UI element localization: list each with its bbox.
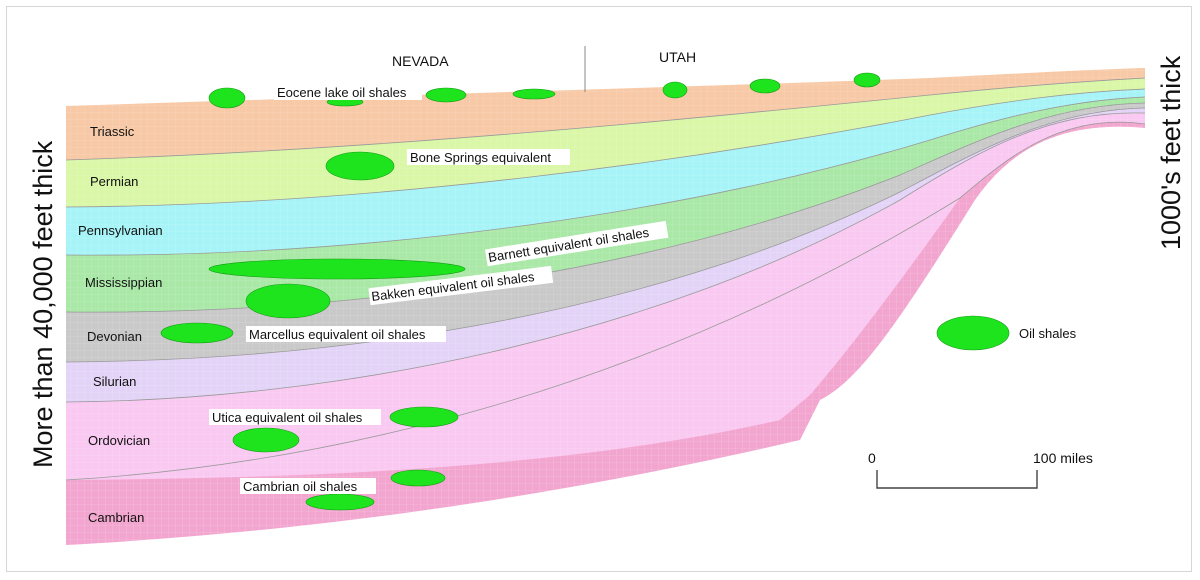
oil-shale-utica-1 bbox=[389, 406, 459, 428]
period-label-ordovician: Ordovician bbox=[88, 433, 150, 448]
period-label-mississippian: Mississippian bbox=[85, 275, 162, 290]
legend-oil-shales-label: Oil shales bbox=[1019, 326, 1077, 341]
oil-shale-cambrian-2 bbox=[305, 493, 375, 511]
shale-label-marcellus: Marcellus equivalent oil shales bbox=[249, 327, 426, 342]
layer-texture bbox=[66, 68, 1145, 545]
period-label-devonian: Devonian bbox=[87, 329, 142, 344]
oil-shale-eocene-1 bbox=[208, 87, 246, 109]
shale-label-bone-springs-group: Bone Springs equivalent bbox=[407, 149, 570, 165]
legend: Oil shales bbox=[936, 315, 1077, 351]
state-label-utah: UTAH bbox=[659, 49, 696, 65]
period-label-permian: Permian bbox=[90, 174, 138, 189]
oil-shale-bakken bbox=[245, 283, 331, 319]
oil-shale-eocene-5 bbox=[662, 81, 688, 99]
thickness-label-left: More than 40,000 feet thick bbox=[28, 140, 58, 468]
oil-shale-utica-2 bbox=[232, 427, 300, 453]
oil-shale-eocene-7 bbox=[853, 72, 881, 88]
shale-label-eocene: Eocene lake oil shales bbox=[277, 85, 407, 100]
shale-label-marcellus-group: Marcellus equivalent oil shales bbox=[246, 326, 446, 342]
scale-bar-start: 0 bbox=[868, 450, 876, 466]
shale-label-eocene-group: Eocene lake oil shales bbox=[274, 84, 422, 100]
layer-boundaries bbox=[65, 77, 1146, 481]
period-label-triassic: Triassic bbox=[90, 124, 135, 139]
scale-bar-end: 100 miles bbox=[1033, 450, 1093, 466]
oil-shale-eocene-3 bbox=[425, 87, 467, 103]
oil-shale-eocene-6 bbox=[749, 78, 781, 94]
shale-label-cambrian: Cambrian oil shales bbox=[243, 479, 358, 494]
thickness-label-right: 1000's feet thick bbox=[1156, 55, 1186, 250]
shale-label-bone-springs: Bone Springs equivalent bbox=[410, 150, 551, 165]
oil-shale-barnett bbox=[208, 258, 466, 280]
shale-label-cambrian-group: Cambrian oil shales bbox=[240, 478, 376, 494]
legend-oil-shale-swatch bbox=[936, 315, 1010, 351]
period-label-cambrian: Cambrian bbox=[88, 510, 144, 525]
oil-shale-cambrian-1 bbox=[390, 469, 446, 487]
shale-label-utica-group: Utica equivalent oil shales bbox=[209, 409, 381, 425]
oil-shale-bone-springs bbox=[325, 151, 395, 181]
oil-shale-eocene-4 bbox=[512, 88, 556, 100]
figure-frame bbox=[6, 6, 1192, 572]
oil-shale-deposits bbox=[160, 72, 881, 511]
oil-shale-marcellus bbox=[160, 322, 234, 344]
period-label-pennsylvanian: Pennsylvanian bbox=[78, 223, 163, 238]
state-label-nevada: NEVADA bbox=[392, 53, 449, 69]
scale-bar: 0 100 miles bbox=[868, 450, 1093, 489]
period-label-silurian: Silurian bbox=[93, 374, 136, 389]
shale-label-utica: Utica equivalent oil shales bbox=[212, 410, 363, 425]
